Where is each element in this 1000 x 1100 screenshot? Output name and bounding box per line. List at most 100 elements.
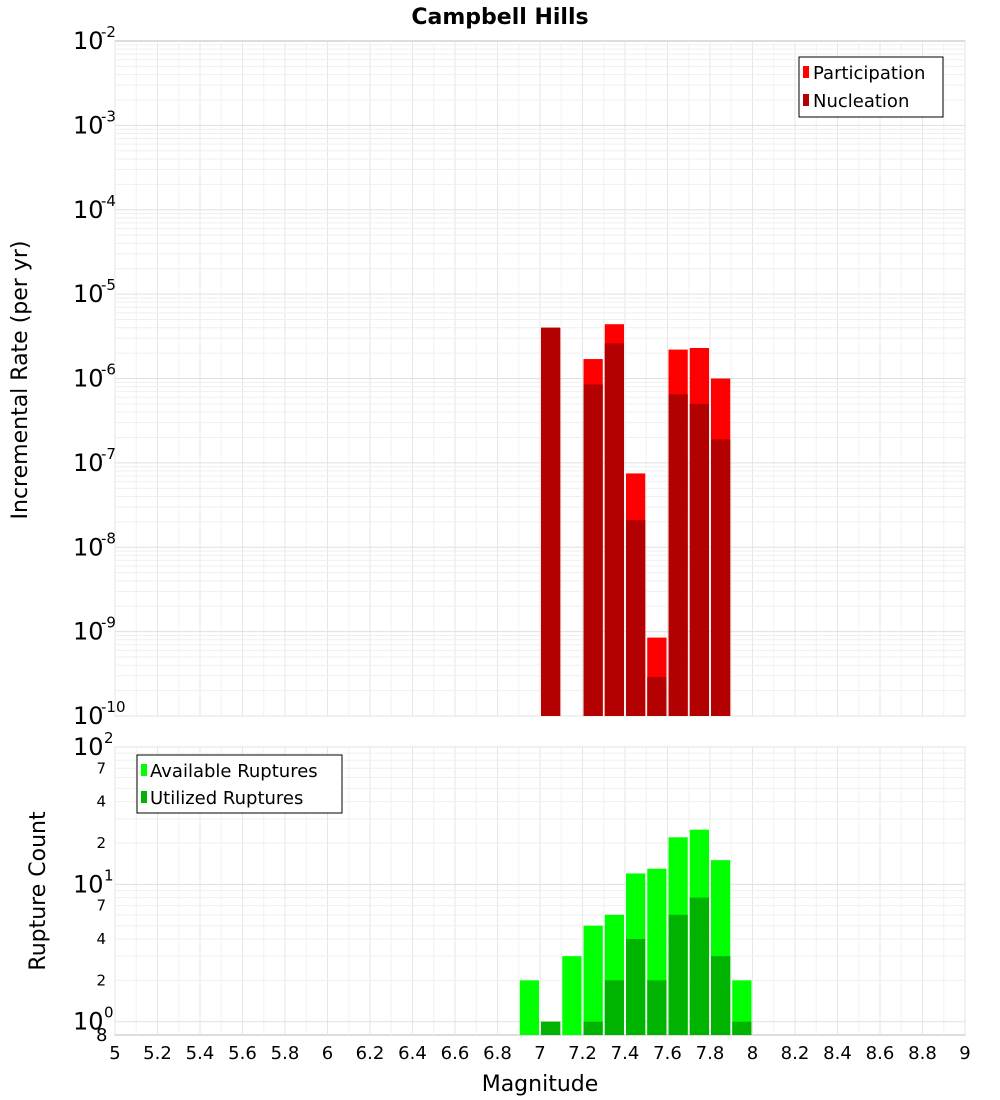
bar-utilized-ruptures bbox=[626, 939, 646, 1035]
top-legend-box bbox=[798, 56, 944, 118]
x-tick-label: 8.2 bbox=[781, 1043, 810, 1064]
bar-nucleation bbox=[647, 676, 667, 716]
bar-nucleation bbox=[626, 520, 646, 716]
x-tick-label: 6 bbox=[322, 1043, 333, 1064]
y-minor-tick-label: 7 bbox=[96, 897, 106, 915]
x-tick-label: 8 bbox=[747, 1043, 758, 1064]
y-tick-exponent: -7 bbox=[101, 445, 116, 463]
y-tick-exponent: -8 bbox=[101, 529, 116, 547]
y-tick-exponent: -6 bbox=[101, 361, 116, 379]
y-tick-label: 10-10 bbox=[73, 698, 126, 730]
bottom-y-axis-title: Rupture Count bbox=[26, 811, 51, 971]
x-tick-label: 5.4 bbox=[186, 1043, 215, 1064]
y-minor-tick-label: 8 bbox=[96, 1025, 107, 1046]
x-tick-label: 5.6 bbox=[228, 1043, 257, 1064]
bar-utilized-ruptures bbox=[732, 1021, 752, 1035]
bar-nucleation bbox=[604, 343, 624, 716]
y-tick-base: 10 bbox=[73, 365, 104, 393]
y-tick-exponent: 2 bbox=[104, 729, 114, 747]
y-tick-base: 10 bbox=[73, 1008, 104, 1036]
y-tick-label: 10 0 bbox=[73, 1004, 114, 1036]
bar-nucleation bbox=[689, 403, 709, 716]
x-tick-label: 7 bbox=[534, 1043, 545, 1064]
y-tick-exponent: 1 bbox=[104, 866, 114, 884]
x-tick-label: 5 bbox=[109, 1043, 120, 1064]
x-tick-label: 8.4 bbox=[823, 1043, 852, 1064]
y-tick-label: 10 1 bbox=[73, 866, 114, 898]
bar-utilized-ruptures bbox=[604, 980, 624, 1035]
y-tick-base: 10 bbox=[73, 280, 104, 308]
x-tick-label: 6.8 bbox=[483, 1043, 512, 1064]
y-tick-label: 10-6 bbox=[73, 361, 116, 393]
bar-utilized-ruptures bbox=[541, 1021, 561, 1035]
x-tick-label: 6.6 bbox=[441, 1043, 470, 1064]
y-tick-label: 10-5 bbox=[73, 276, 116, 308]
y-tick-exponent: -3 bbox=[101, 107, 116, 125]
legend-label-participation: Participation bbox=[813, 63, 925, 84]
x-tick-label: 8.6 bbox=[866, 1043, 895, 1064]
y-minor-tick-label: 7 bbox=[96, 759, 106, 777]
x-tick-label: 8.8 bbox=[908, 1043, 937, 1064]
top-panel: 10-210-310-410-510-610-710-810-910-10 In… bbox=[8, 23, 966, 730]
y-tick-base: 10 bbox=[73, 618, 104, 646]
bar-available-ruptures bbox=[732, 980, 752, 1035]
bar-utilized-ruptures bbox=[583, 1021, 603, 1035]
top-y-axis-title: Incremental Rate (per yr) bbox=[8, 241, 33, 520]
y-tick-label: 10-3 bbox=[73, 107, 116, 139]
y-tick-label: 10-2 bbox=[73, 23, 116, 55]
y-tick-exponent: -10 bbox=[101, 698, 126, 716]
bar-available-ruptures bbox=[519, 980, 539, 1035]
legend-swatch-participation bbox=[803, 66, 809, 78]
y-tick-label: 10-9 bbox=[73, 614, 116, 646]
top-y-ticks: 10-210-310-410-510-610-710-810-910-10 bbox=[73, 23, 126, 730]
y-tick-base: 10 bbox=[73, 449, 104, 477]
y-minor-tick-label: 2 bbox=[96, 834, 106, 852]
bottom-legend: Available Ruptures Utilized Ruptures bbox=[136, 754, 343, 814]
legend-label-available-ruptures: Available Ruptures bbox=[150, 761, 318, 782]
y-tick-label: 10-4 bbox=[73, 192, 116, 224]
y-tick-exponent: 0 bbox=[104, 1004, 114, 1022]
y-tick-base: 10 bbox=[73, 702, 104, 730]
legend-label-nucleation: Nucleation bbox=[813, 91, 909, 112]
x-axis-title: Magnitude bbox=[482, 1072, 599, 1097]
top-grid bbox=[114, 41, 966, 717]
y-minor-tick-label: 2 bbox=[96, 971, 106, 989]
legend-swatch-available-ruptures bbox=[141, 764, 147, 776]
y-tick-label: 10-7 bbox=[73, 445, 116, 477]
bar-available-ruptures bbox=[562, 956, 582, 1035]
top-bars bbox=[541, 324, 731, 716]
x-tick-label: 7.6 bbox=[653, 1043, 682, 1064]
x-tick-label: 7.8 bbox=[696, 1043, 725, 1064]
chart-title: Campbell Hills bbox=[411, 5, 588, 30]
bar-utilized-ruptures bbox=[711, 956, 731, 1035]
legend-swatch-utilized-ruptures bbox=[141, 791, 147, 803]
bottom-bars bbox=[519, 829, 752, 1035]
bottom-legend-box bbox=[136, 754, 343, 814]
y-tick-label: 10-8 bbox=[73, 529, 116, 561]
y-tick-exponent: -5 bbox=[101, 276, 116, 294]
bar-nucleation bbox=[541, 327, 561, 716]
x-tick-label: 6.2 bbox=[356, 1043, 385, 1064]
x-tick-label: 7.2 bbox=[568, 1043, 597, 1064]
bar-utilized-ruptures bbox=[647, 980, 667, 1035]
y-tick-base: 10 bbox=[73, 111, 104, 139]
y-minor-tick-label: 4 bbox=[96, 930, 106, 948]
bar-utilized-ruptures bbox=[668, 914, 688, 1035]
x-tick-label: 5.2 bbox=[143, 1043, 172, 1064]
y-tick-exponent: -2 bbox=[101, 23, 116, 41]
x-tick-label: 9 bbox=[959, 1043, 970, 1064]
y-minor-tick-label: 4 bbox=[96, 793, 106, 811]
y-tick-base: 10 bbox=[73, 533, 104, 561]
bar-utilized-ruptures bbox=[689, 897, 709, 1035]
bar-nucleation bbox=[711, 439, 731, 716]
bar-nucleation bbox=[583, 384, 603, 716]
y-tick-exponent: -4 bbox=[101, 192, 116, 210]
y-tick-base: 10 bbox=[73, 733, 104, 761]
y-tick-label: 10 2 bbox=[73, 729, 114, 761]
x-tick-label: 6.4 bbox=[398, 1043, 427, 1064]
bar-available-ruptures bbox=[583, 925, 603, 1035]
y-tick-base: 10 bbox=[73, 196, 104, 224]
